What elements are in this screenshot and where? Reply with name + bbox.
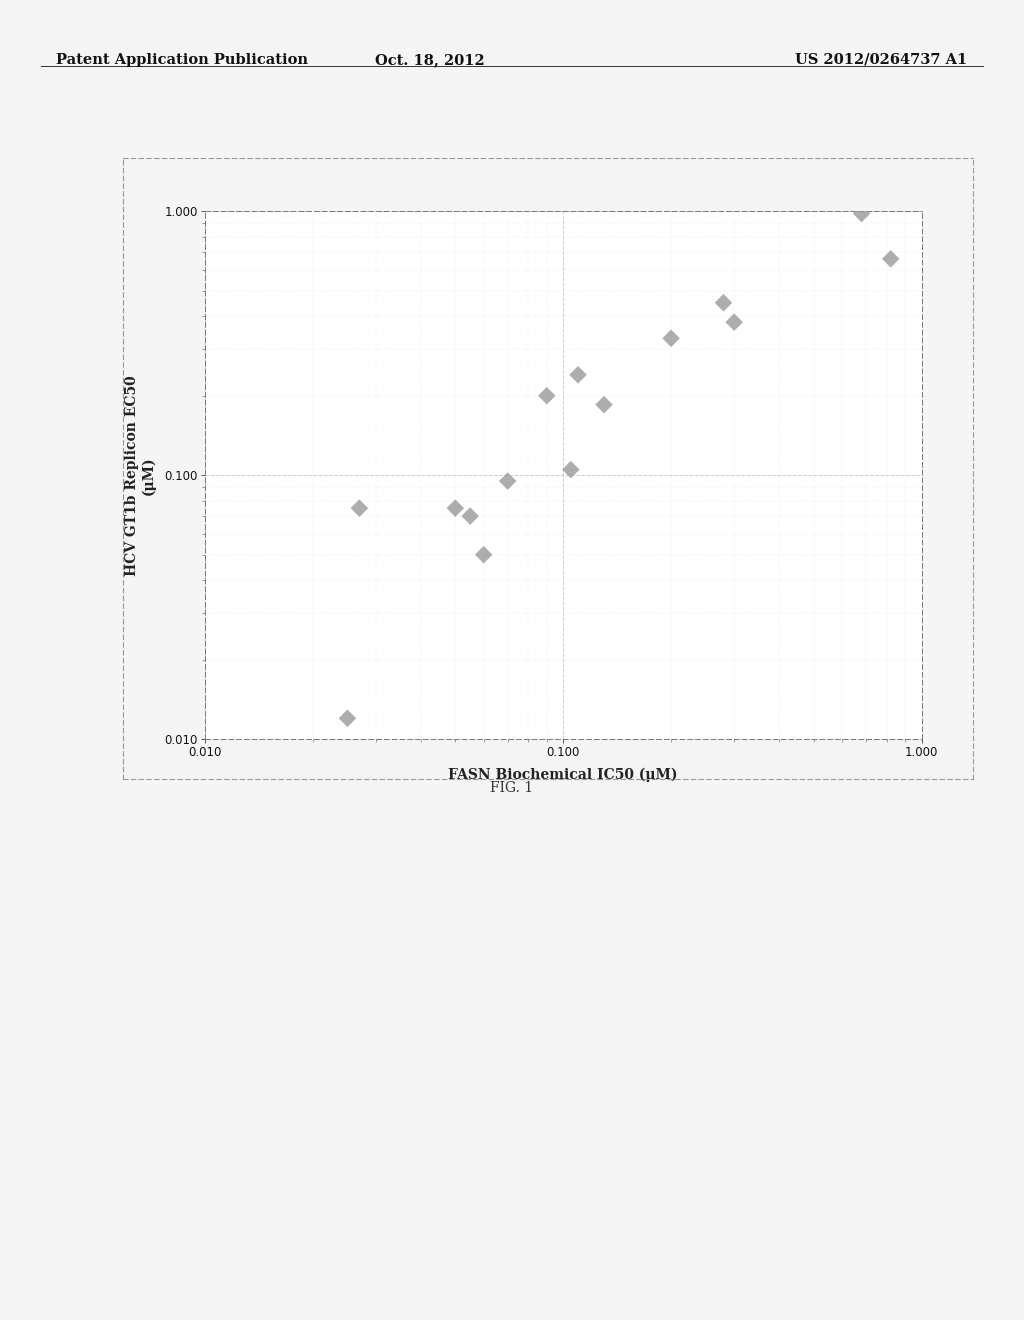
Point xyxy=(462,506,478,527)
Point xyxy=(351,498,368,519)
Point xyxy=(716,292,732,313)
Point xyxy=(569,364,586,385)
Point xyxy=(853,203,869,224)
Point xyxy=(596,395,612,416)
Point xyxy=(883,248,899,269)
Point xyxy=(726,312,742,333)
Point xyxy=(500,470,516,491)
Y-axis label: HCV GT1b Replicon EC50
(μM): HCV GT1b Replicon EC50 (μM) xyxy=(126,375,156,576)
Text: Patent Application Publication: Patent Application Publication xyxy=(56,53,308,67)
Text: Oct. 18, 2012: Oct. 18, 2012 xyxy=(375,53,485,67)
Point xyxy=(447,498,464,519)
Point xyxy=(475,544,492,565)
Text: FIG. 1: FIG. 1 xyxy=(490,781,534,796)
Point xyxy=(663,327,679,348)
Text: US 2012/0264737 A1: US 2012/0264737 A1 xyxy=(796,53,968,67)
Point xyxy=(539,385,555,407)
X-axis label: FASN Biochemical IC50 (μM): FASN Biochemical IC50 (μM) xyxy=(449,767,678,781)
Point xyxy=(339,708,355,729)
Point xyxy=(562,459,579,480)
